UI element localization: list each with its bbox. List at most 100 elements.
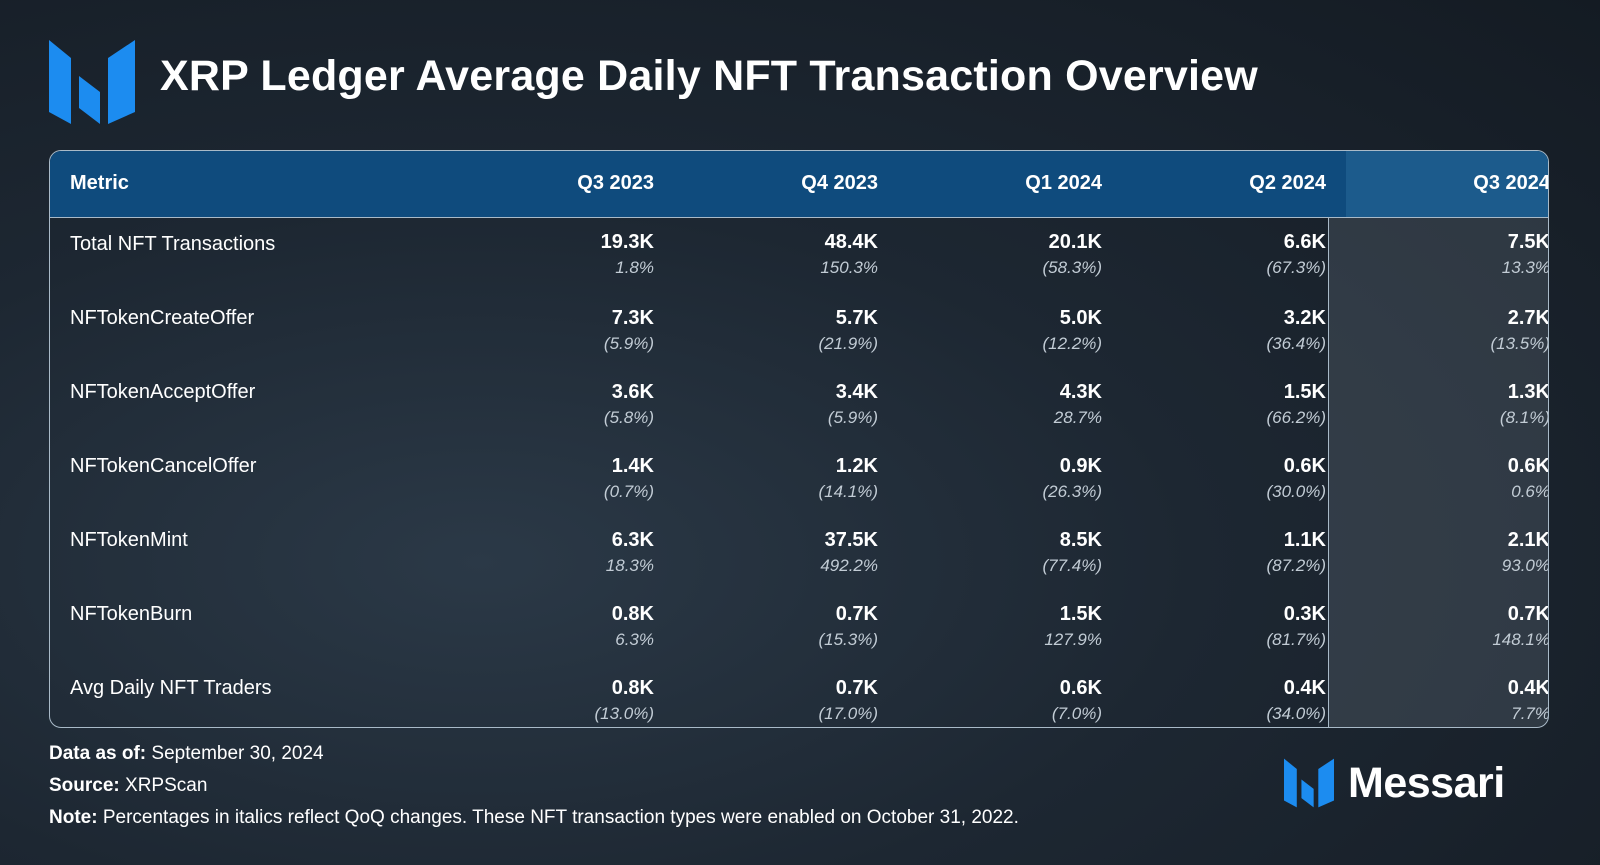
cell-qoq-change: 150.3% [820,257,878,277]
value-cell: 3.2K (36.4%) [1122,294,1346,368]
metric-cell: NFTokenCancelOffer [50,442,450,516]
metric-label: NFTokenCancelOffer [70,454,257,477]
cell-value: 6.6K [1283,230,1326,253]
cell-qoq-change: 7.7% [1511,703,1549,723]
brand-logo: Messari [1284,758,1505,808]
cell-qoq-change: 1.8% [615,257,654,277]
value-cell: 1.5K (66.2%) [1122,368,1346,442]
value-cell: 1.3K (8.1%) [1346,368,1549,442]
data-as-of-value: September 30, 2024 [146,743,324,764]
cell-value: 0.8K [611,602,654,625]
column-header: Q3 2023 [577,172,654,195]
footer-notes: Data as of: September 30, 2024 Source: X… [49,738,1019,834]
cell-value: 6.3K [611,528,654,551]
cell-value: 0.4K [1507,676,1549,699]
cell-value: 5.0K [1059,306,1102,329]
cell-value: 48.4K [824,230,878,253]
metric-label: NFTokenBurn [70,602,193,625]
cell-qoq-change: (67.3%) [1266,257,1326,277]
cell-qoq-change: (7.0%) [1051,703,1102,723]
column-header: Q2 2024 [1249,172,1326,195]
value-cell: 2.1K 93.0% [1346,516,1549,590]
cell-value: 1.2K [835,454,878,477]
cell-qoq-change: (58.3%) [1042,257,1102,277]
cell-value: 2.1K [1507,528,1549,551]
value-cell: 8.5K (77.4%) [898,516,1122,590]
value-cell: 37.5K 492.2% [674,516,898,590]
value-cell: 5.7K (21.9%) [674,294,898,368]
messari-logo-icon [1284,758,1334,808]
highlighted-column-background [1328,151,1548,727]
value-cell: 0.4K 7.7% [1346,664,1549,728]
cell-value: 19.3K [600,230,654,253]
cell-qoq-change: 18.3% [605,555,654,575]
value-cell: 3.6K (5.8%) [450,368,674,442]
cell-qoq-change: 0.6% [1511,481,1549,501]
value-cell: 0.8K 6.3% [450,590,674,664]
table-header-row: Metric Q3 2023 Q4 2023 Q1 2024 Q2 2024 Q… [50,151,1548,217]
cell-qoq-change: (12.2%) [1042,333,1102,353]
cell-value: 0.9K [1059,454,1102,477]
metric-label: NFTokenCreateOffer [70,306,255,329]
cell-value: 3.6K [611,380,654,403]
table-row: NFTokenAcceptOffer 3.6K (5.8%) 3.4K (5.9%) 4.… [50,368,1549,442]
value-cell: 4.3K 28.7% [898,368,1122,442]
cell-qoq-change: 13.3% [1501,257,1549,277]
metric-cell: Total NFT Transactions [50,217,450,294]
cell-value: 4.3K [1059,380,1102,403]
value-cell: 19.3K 1.8% [450,217,674,294]
value-cell: 7.3K (5.9%) [450,294,674,368]
cell-qoq-change: 492.2% [820,555,878,575]
cell-value: 8.5K [1059,528,1102,551]
cell-value: 1.1K [1283,528,1326,551]
cell-qoq-change: (8.1%) [1499,407,1549,427]
metric-label: Total NFT Transactions [70,232,276,255]
cell-qoq-change: (5.9%) [827,407,878,427]
data-as-of-label: Data as of: [49,743,147,764]
cell-qoq-change: 6.3% [615,629,654,649]
metric-label: NFTokenMint [70,528,188,551]
value-cell: 0.8K (13.0%) [450,664,674,728]
cell-qoq-change: (36.4%) [1266,333,1326,353]
cell-qoq-change: (13.0%) [594,703,654,723]
page-title: XRP Ledger Average Daily NFT Transaction… [160,52,1258,100]
metric-cell: Avg Daily NFT Traders [50,664,450,728]
cell-value: 3.4K [835,380,878,403]
cell-qoq-change: (66.2%) [1266,407,1326,427]
value-cell: 0.4K (34.0%) [1122,664,1346,728]
value-cell: 6.3K 18.3% [450,516,674,590]
metric-label: Avg Daily NFT Traders [70,676,272,699]
source-line: Source: XRPScan [49,770,1019,802]
value-cell: 0.7K (15.3%) [674,590,898,664]
nft-transaction-table: Metric Q3 2023 Q4 2023 Q1 2024 Q2 2024 Q… [49,150,1549,728]
cell-qoq-change: (14.1%) [818,481,878,501]
metric-cell: NFTokenAcceptOffer [50,368,450,442]
data-as-of-line: Data as of: September 30, 2024 [49,738,1019,770]
value-cell: 7.5K 13.3% [1346,217,1549,294]
value-cell: 0.6K 0.6% [1346,442,1549,516]
cell-qoq-change: (34.0%) [1266,703,1326,723]
source-label: Source: [49,775,120,796]
cell-value: 0.6K [1283,454,1326,477]
cell-value: 7.5K [1507,230,1549,253]
value-cell: 6.6K (67.3%) [1122,217,1346,294]
value-cell: 0.6K (30.0%) [1122,442,1346,516]
cell-value: 1.5K [1283,380,1326,403]
cell-qoq-change: (30.0%) [1266,481,1326,501]
note-line: Note: Percentages in italics reflect QoQ… [49,802,1019,834]
cell-value: 1.3K [1507,380,1549,403]
cell-value: 1.5K [1059,602,1102,625]
note-label: Note: [49,807,98,828]
data-table: Metric Q3 2023 Q4 2023 Q1 2024 Q2 2024 Q… [50,151,1549,728]
value-cell: 5.0K (12.2%) [898,294,1122,368]
note-value: Percentages in italics reflect QoQ chang… [97,807,1019,828]
value-cell: 0.7K 148.1% [1346,590,1548,664]
brand-name: Messari [1348,758,1505,807]
value-cell: 1.5K 127.9% [898,590,1122,664]
cell-value: 3.2K [1283,306,1326,329]
value-cell: 20.1K (58.3%) [898,217,1122,294]
value-cell: 1.2K (14.1%) [674,442,898,516]
cell-qoq-change: 28.7% [1053,407,1102,427]
column-header: Metric [70,172,129,195]
column-header: Q3 2024 [1346,151,1548,217]
